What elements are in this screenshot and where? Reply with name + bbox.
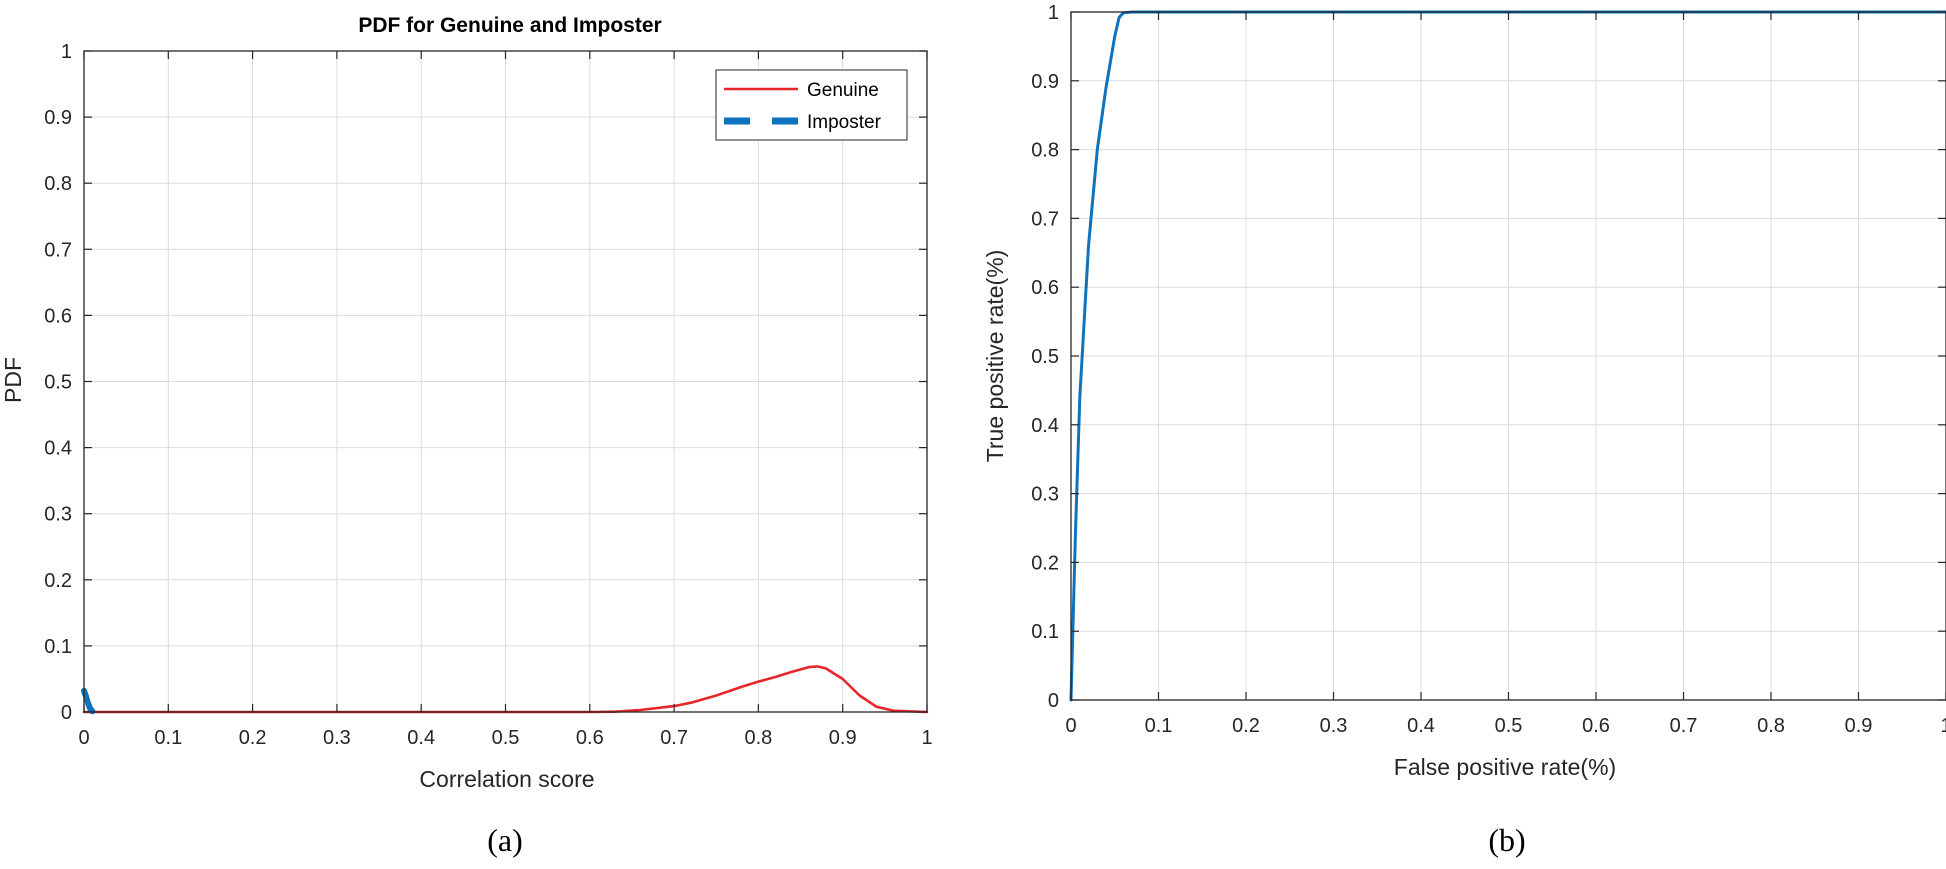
y-tick-label: 0.3 <box>1031 484 1059 506</box>
y-tick-label: 0.4 <box>1031 415 1059 437</box>
chart-b: 0 0.1 0.2 0.3 0.4 0.5 0.6 0.7 0.8 0.9 1 0 0.1 0.2 0.3… <box>982 2 1946 858</box>
x-tick-label: 0 <box>78 727 89 749</box>
chart-a: PDF for Genuine and Imposter 0 0.1 0.2 0.3 0… <box>0 14 933 858</box>
x-tick-label: 0.1 <box>154 727 182 749</box>
x-tick-label: 0.5 <box>492 727 520 749</box>
y-tick-label: 0.7 <box>1031 208 1059 230</box>
chart-b-y-axis-label: True positive rate(%) <box>982 250 1008 463</box>
y-tick-label: 0.4 <box>44 438 72 460</box>
y-tick-label: 0.1 <box>44 636 72 658</box>
x-tick-label: 0.6 <box>1582 715 1610 737</box>
y-tick-label: 0.5 <box>44 372 72 394</box>
chart-a-y-axis-label: PDF <box>0 357 26 403</box>
y-tick-label: 0.2 <box>1031 552 1059 574</box>
y-tick-label: 0 <box>61 702 72 724</box>
x-tick-label: 0.5 <box>1495 715 1523 737</box>
y-tick-label: 0.5 <box>1031 346 1059 368</box>
chart-a-x-ticks: 0 0.1 0.2 0.3 0.4 0.5 0.6 0.7 0.8 0.9 1 <box>78 51 933 749</box>
chart-b-caption: (b) <box>1488 822 1525 858</box>
y-tick-label: 0.6 <box>44 305 72 327</box>
y-tick-label: 0.8 <box>44 173 72 195</box>
x-tick-label: 0.2 <box>1232 715 1260 737</box>
chart-a-legend: Genuine Imposter <box>715 69 908 141</box>
y-tick-label: 0.6 <box>1031 277 1059 299</box>
y-tick-label: 0.3 <box>44 504 72 526</box>
chart-a-grid <box>83 50 928 713</box>
legend-imposter-label: Imposter <box>807 112 882 133</box>
legend-genuine-label: Genuine <box>807 80 879 101</box>
y-tick-label: 1 <box>1048 2 1059 24</box>
x-tick-label: 0.6 <box>576 727 604 749</box>
chart-b-grid <box>1070 11 1946 701</box>
chart-a-y-ticks: 0 0.1 0.2 0.3 0.4 0.5 0.6 0.7 0.8 0.9 1 <box>44 41 927 724</box>
x-tick-label: 0.8 <box>1757 715 1785 737</box>
x-tick-label: 0.8 <box>744 727 772 749</box>
chart-b-x-ticks: 0 0.1 0.2 0.3 0.4 0.5 0.6 0.7 0.8 0.9 1 <box>1065 12 1946 737</box>
x-tick-label: 0.9 <box>829 727 857 749</box>
x-tick-label: 0.4 <box>1407 715 1435 737</box>
chart-b-x-axis-label: False positive rate(%) <box>1394 754 1616 780</box>
y-tick-label: 0.2 <box>44 570 72 592</box>
x-tick-label: 0.4 <box>407 727 435 749</box>
x-tick-label: 1 <box>1940 715 1946 737</box>
series-line-imposter <box>81 687 96 715</box>
y-tick-label: 0.7 <box>44 239 72 261</box>
x-tick-label: 0.3 <box>323 727 351 749</box>
y-tick-label: 0.9 <box>44 107 72 129</box>
chart-a-legend-box <box>715 69 908 141</box>
x-tick-label: 0.9 <box>1845 715 1873 737</box>
y-tick-label: 0.1 <box>1031 621 1059 643</box>
x-tick-label: 0.3 <box>1320 715 1348 737</box>
chart-a-x-axis-label: Correlation score <box>419 766 594 792</box>
x-tick-label: 0.7 <box>660 727 688 749</box>
chart-b-y-ticks: 0 0.1 0.2 0.3 0.4 0.5 0.6 0.7 0.8 0.9 1 <box>1031 2 1946 712</box>
y-tick-label: 0 <box>1048 690 1059 712</box>
x-tick-label: 0.2 <box>239 727 267 749</box>
chart-a-title: PDF for Genuine and Imposter <box>358 14 661 37</box>
y-tick-label: 0.9 <box>1031 71 1059 93</box>
x-tick-label: 0.1 <box>1145 715 1173 737</box>
y-tick-label: 1 <box>61 41 72 63</box>
chart-a-caption: (a) <box>487 822 523 858</box>
x-tick-label: 1 <box>921 727 932 749</box>
x-tick-label: 0.7 <box>1670 715 1698 737</box>
x-tick-label: 0 <box>1065 715 1076 737</box>
y-tick-label: 0.8 <box>1031 140 1059 162</box>
